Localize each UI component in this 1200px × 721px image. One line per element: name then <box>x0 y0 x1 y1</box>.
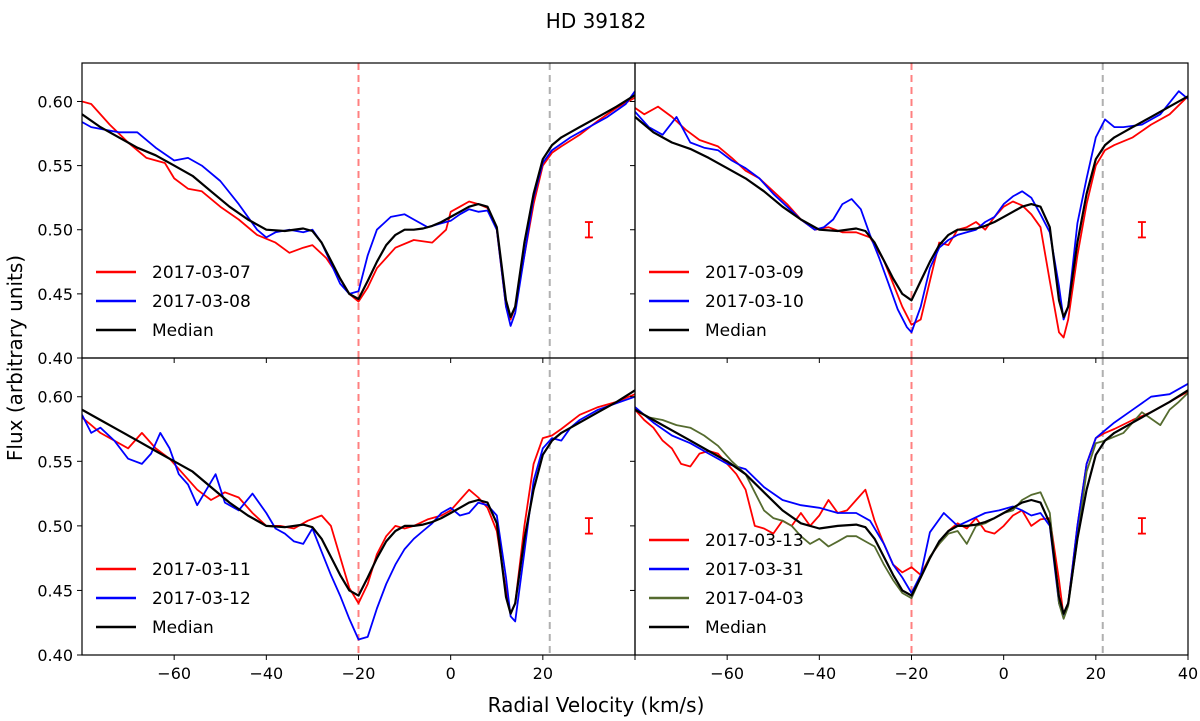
panel-bottom-left: −60 −40 −20 0 20 0.40 0.45 0.50 0.55 0.60 2017-03-… <box>37 357 636 683</box>
y-tick-label: 0.55 <box>37 452 73 471</box>
x-axis-label: Radial Velocity (km/s) <box>488 693 705 717</box>
legend-label: 2017-03-11 <box>152 560 251 580</box>
error-bar-marker <box>1137 517 1146 535</box>
legend-label: 2017-03-10 <box>705 292 804 312</box>
legend-label: Median <box>152 618 214 638</box>
y-tick-label: 0.45 <box>37 285 73 304</box>
x-tick-label: −40 <box>249 664 283 683</box>
x-tick-label: 20 <box>533 664 553 683</box>
x-tick-label: 0 <box>999 664 1009 683</box>
legend-label: Median <box>705 618 767 638</box>
y-tick-label: 0.40 <box>37 349 73 368</box>
y-tick-label: 0.60 <box>37 92 73 111</box>
x-tick-label: 0 <box>446 664 456 683</box>
series-line-2017-03-11 <box>82 393 635 615</box>
panel-bottom-right: −60 −40 −20 0 20 402017-03-132017-03-312017-0… <box>630 357 1198 683</box>
y-tick-label: 0.45 <box>37 581 73 600</box>
series-line-median <box>635 95 1188 319</box>
y-tick-label: 0.50 <box>37 517 73 536</box>
series-line-2017-03-09 <box>635 95 1188 339</box>
x-tick-label: −40 <box>802 664 836 683</box>
panels-group: 0.40 0.45 0.50 0.55 0.60 2017-03-07 2017-03-08… <box>37 62 1198 683</box>
legend-label: 2017-03-12 <box>152 589 251 609</box>
x-tick-label: −60 <box>710 664 744 683</box>
error-bar-marker <box>1137 221 1146 239</box>
legend-label: 2017-03-07 <box>152 263 251 283</box>
error-bar-marker <box>584 517 593 535</box>
series-line-2017-03-08 <box>82 90 635 327</box>
legend: 2017-03-07 2017-03-08 Median <box>96 263 251 341</box>
x-tick-label: −20 <box>342 664 376 683</box>
figure-title: HD 39182 <box>546 9 646 33</box>
error-bar-marker <box>584 221 593 239</box>
panel-top-left: 0.40 0.45 0.50 0.55 0.60 2017-03-07 2017-03-08… <box>37 62 636 368</box>
y-tick-label: 0.55 <box>37 157 73 176</box>
legend-label: 2017-03-31 <box>705 560 804 580</box>
x-tick-label: −20 <box>895 664 929 683</box>
y-tick-label: 0.60 <box>37 388 73 407</box>
legend-label: Median <box>705 321 767 341</box>
legend-label: Median <box>152 321 214 341</box>
y-axis-label: Flux (arbitrary units) <box>3 255 27 461</box>
series-line-median <box>635 389 1188 615</box>
legend-label: 2017-04-03 <box>705 589 804 609</box>
series-line-median <box>82 94 635 319</box>
legend-label: 2017-03-09 <box>705 263 804 283</box>
series-line-2017-03-31 <box>635 383 1188 618</box>
legend: 2017-03-09 2017-03-10 Median <box>649 263 804 341</box>
legend-label: 2017-03-13 <box>705 531 804 551</box>
series-line-median <box>82 389 635 615</box>
x-tick-label: −60 <box>157 664 191 683</box>
panel-top-right: 2017-03-09 2017-03-10 Median <box>630 62 1189 363</box>
legend: 2017-03-13 2017-03-31 2017-04-03 Median <box>649 531 804 638</box>
y-tick-label: 0.40 <box>37 646 73 665</box>
series-line-2017-03-12 <box>82 395 635 641</box>
series-line-2017-03-10 <box>635 90 1188 334</box>
x-tick-label: 40 <box>1178 664 1198 683</box>
legend: 2017-03-11 2017-03-12 Median <box>96 560 251 638</box>
legend-label: 2017-03-08 <box>152 292 251 312</box>
x-tick-label: 20 <box>1086 664 1106 683</box>
y-tick-label: 0.50 <box>37 221 73 240</box>
